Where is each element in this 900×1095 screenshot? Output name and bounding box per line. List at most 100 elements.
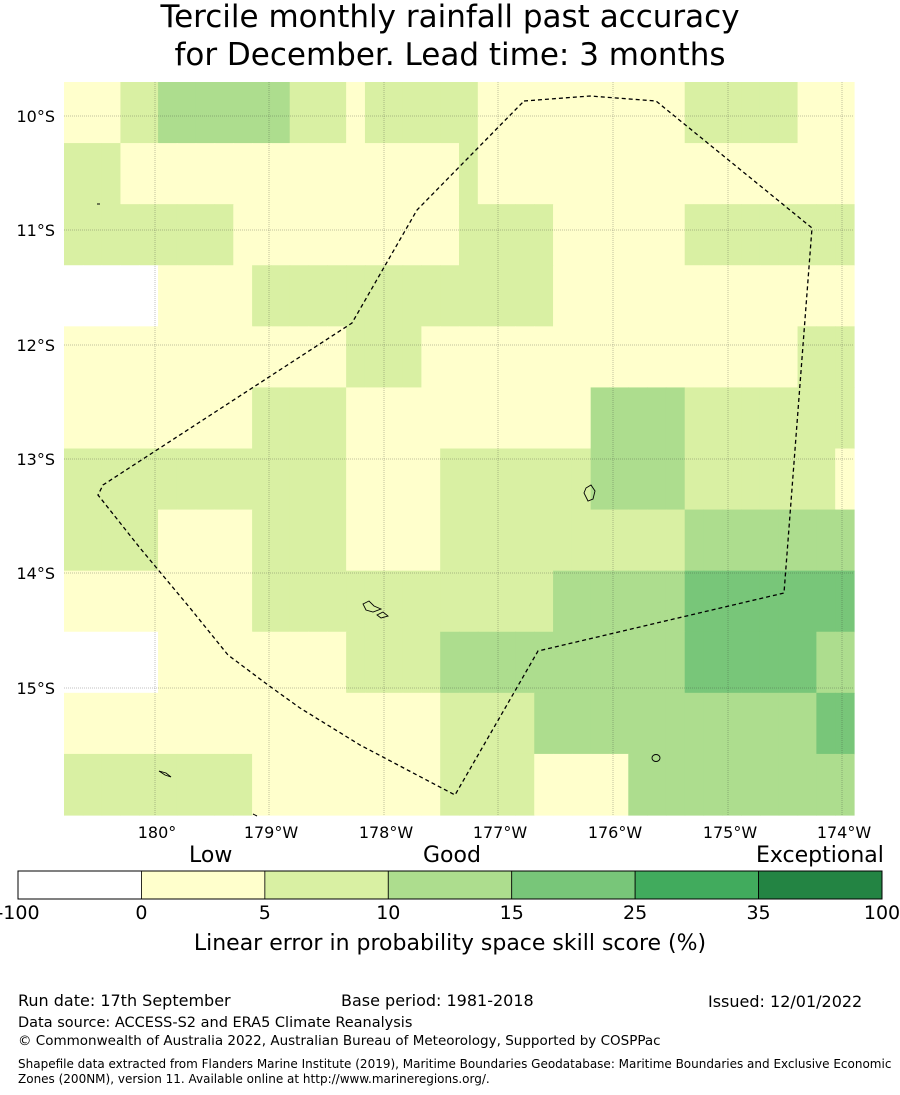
grid-cell [421, 509, 441, 572]
grid-cell [816, 692, 836, 755]
grid-cell [571, 204, 592, 266]
grid-cell [270, 387, 291, 450]
grid-cell [82, 143, 103, 205]
grid-cell [816, 82, 836, 144]
grid-cell [440, 143, 460, 205]
grid-cell [816, 448, 836, 511]
latitude-label: 10°S [16, 107, 55, 126]
grid-cell [270, 265, 291, 327]
grid-cell [364, 387, 385, 450]
grid-cell [176, 570, 197, 633]
grid-cell [327, 509, 347, 572]
grid-cell [477, 265, 498, 327]
grid-cell [308, 509, 328, 572]
grid-cell [64, 143, 84, 205]
grid-cell [628, 265, 648, 327]
grid-cell [459, 204, 479, 266]
grid-cell [741, 692, 761, 755]
grid-cell [778, 631, 799, 694]
grid-cell [139, 448, 159, 511]
grid-cell [82, 570, 103, 633]
grid-cell [665, 692, 686, 755]
grid-cell [440, 753, 460, 816]
grid-cell [647, 265, 667, 327]
grid-cell [64, 631, 84, 694]
grid-cell [346, 753, 366, 816]
grid-cell [609, 692, 629, 755]
grid-cell [402, 753, 422, 816]
grid-cell [346, 204, 366, 266]
grid-cell [82, 387, 103, 450]
island-shape [651, 754, 661, 762]
grid-cell [609, 387, 629, 450]
grid-cell [609, 509, 629, 572]
grid-cell [289, 692, 310, 755]
grid-cell [421, 631, 441, 694]
colorbar-tick-label: 0 [135, 902, 148, 924]
grid-cell [835, 753, 855, 816]
grid-cell [252, 204, 272, 266]
grid-cell [346, 509, 366, 572]
grid-cell [647, 570, 667, 633]
grid-cell [835, 570, 855, 633]
grid-cell [176, 204, 197, 266]
issued-date: Issued: 12/01/2022 [708, 992, 863, 1011]
grid-cell [590, 82, 611, 144]
grid-cell [289, 631, 310, 694]
grid-cell [195, 326, 216, 389]
grid-cell [308, 448, 328, 511]
island-shape [158, 770, 172, 778]
grid-cell [534, 204, 554, 266]
colorbar-segment [17, 870, 142, 900]
grid-cell [534, 509, 554, 572]
grid-cell [477, 631, 498, 694]
grid-cell [364, 753, 385, 816]
grid-cell [421, 692, 441, 755]
grid-cell [364, 448, 385, 511]
grid-cell [515, 143, 535, 205]
grid-cell [459, 692, 479, 755]
grid-cell [120, 448, 140, 511]
grid-cell [233, 387, 253, 450]
grid-cell [722, 753, 742, 816]
grid-cell [214, 387, 234, 450]
grid-cell [778, 387, 799, 450]
colorbar-segment [758, 870, 883, 900]
grid-cell [571, 265, 592, 327]
grid-cell [553, 387, 573, 450]
grid-cell [346, 631, 366, 694]
grid-cell [835, 387, 855, 450]
grid-cell [308, 387, 328, 450]
grid-cell [120, 143, 140, 205]
grid-cell [195, 631, 216, 694]
grid-cell [628, 82, 648, 144]
grid-cell [402, 448, 422, 511]
grid-cell [158, 631, 178, 694]
copyright: © Commonwealth of Australia 2022, Austra… [18, 1033, 661, 1049]
grid-cell [477, 570, 498, 633]
grid-cell [553, 753, 573, 816]
grid-cell [252, 509, 272, 572]
title-line-1: Tercile monthly rainfall past accuracy [160, 0, 740, 35]
grid-cell [139, 509, 159, 572]
grid-cell [515, 204, 535, 266]
grid-cell [741, 753, 761, 816]
grid-cell [590, 753, 611, 816]
grid-cell [233, 204, 253, 266]
grid-cell [703, 82, 723, 144]
grid-cell [308, 143, 328, 205]
grid-cell [759, 326, 780, 389]
grid-cell [797, 204, 817, 266]
grid-cell [759, 204, 780, 266]
grid-cell [383, 326, 404, 389]
grid-cell [797, 631, 817, 694]
grid-cell [609, 448, 629, 511]
grid-cell [477, 326, 498, 389]
longitude-labels: 180° 179°W 178°W 177°W 176°W 175°W 174°W [138, 823, 872, 842]
grid-cell [346, 692, 366, 755]
grid-cell [402, 265, 422, 327]
grid-cell [816, 753, 836, 816]
grid-cell [459, 387, 479, 450]
grid-cell [759, 631, 780, 694]
grid-cell [816, 509, 836, 572]
